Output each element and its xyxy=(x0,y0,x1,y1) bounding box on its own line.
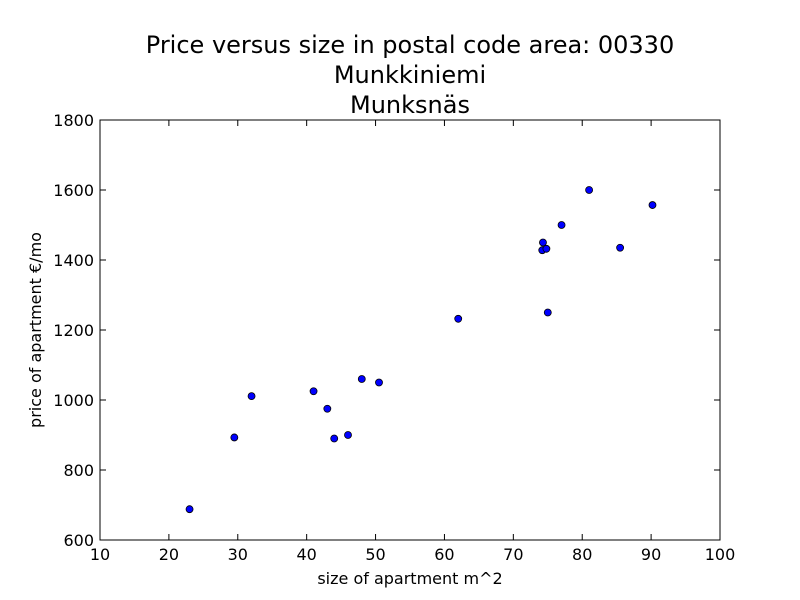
data-point xyxy=(585,186,594,194)
axis-ticks: 10 20 30 40 50 60 70 80 90 100 600 800 1000 1200 1400 1… xyxy=(53,111,735,564)
data-point xyxy=(616,243,625,252)
y-tick-label: 600 xyxy=(63,531,94,550)
data-point xyxy=(542,244,551,253)
x-tick-label: 10 xyxy=(90,545,110,564)
data-point xyxy=(309,387,318,396)
data-point xyxy=(543,308,552,317)
y-tick-label: 1600 xyxy=(53,181,94,200)
chart-title-line-3: Munksnäs xyxy=(350,91,470,119)
chart-title: Price versus size in postal code area: 0… xyxy=(146,31,674,119)
data-point xyxy=(344,431,352,439)
data-point xyxy=(375,378,383,387)
x-tick-label: 30 xyxy=(228,545,248,564)
y-axis-label: price of apartment €/mo xyxy=(26,232,45,428)
plot-area-frame xyxy=(99,119,721,541)
x-tick-label: 70 xyxy=(503,545,523,564)
data-point xyxy=(539,238,547,247)
x-tick-label: 20 xyxy=(159,545,179,564)
data-point xyxy=(330,434,339,443)
x-tick-label: 50 xyxy=(365,545,385,564)
x-tick-label: 40 xyxy=(296,545,316,564)
data-point xyxy=(230,433,239,442)
data-point xyxy=(557,221,566,229)
x-tick-label: 80 xyxy=(572,545,592,564)
y-tick-label: 1400 xyxy=(53,251,94,270)
data-points xyxy=(185,186,657,514)
y-tick-label: 1800 xyxy=(53,111,94,130)
data-point xyxy=(247,392,256,401)
data-point xyxy=(454,314,463,323)
x-tick-label: 60 xyxy=(434,545,454,564)
data-point xyxy=(357,375,366,383)
x-tick-label: 100 xyxy=(705,545,736,564)
chart-title-line-1: Price versus size in postal code area: 0… xyxy=(146,31,674,59)
data-point xyxy=(648,201,657,209)
y-tick-label: 1000 xyxy=(53,391,94,410)
chart-title-line-2: Munkkiniemi xyxy=(334,61,486,89)
y-tick-label: 800 xyxy=(63,461,94,480)
data-point xyxy=(323,404,332,413)
y-tick-label: 1200 xyxy=(53,321,94,340)
x-tick-label: 90 xyxy=(641,545,661,564)
x-axis-label: size of apartment m^2 xyxy=(317,569,502,588)
data-point xyxy=(185,505,194,514)
